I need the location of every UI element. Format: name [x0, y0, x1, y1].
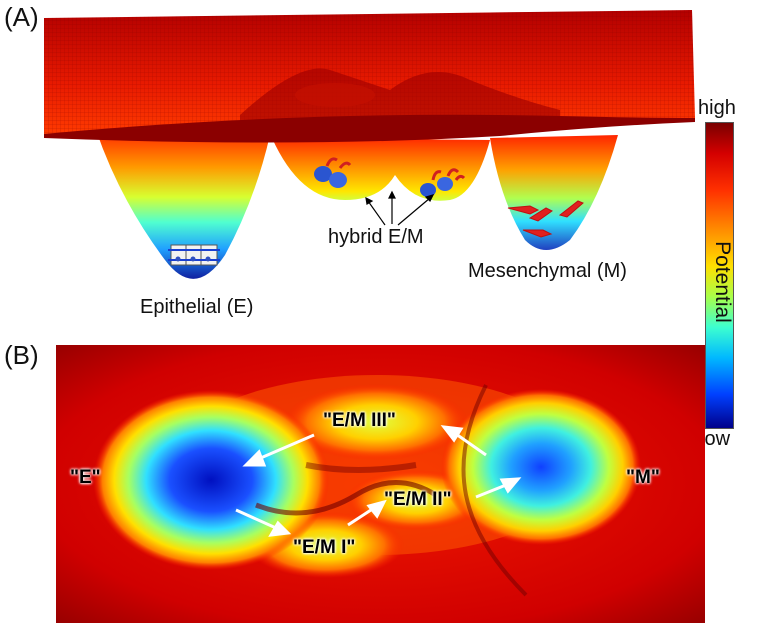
colorbar-low-label: low [700, 428, 731, 450]
potential-colorbar [705, 122, 734, 429]
panel-a-label: (A) [4, 2, 39, 32]
mesenchymal-label: Mesenchymal (M) [468, 260, 627, 282]
epithelial-label: Epithelial (E) [140, 296, 254, 318]
hybrid-label: hybrid E/M [328, 226, 424, 248]
mesenchymal-cells-icon [507, 200, 584, 238]
state-em2-label: "E/M II" [384, 489, 452, 510]
colorbar-high-label: high [698, 97, 736, 119]
hybrid-cells-icon-right [420, 168, 466, 197]
landscape-3d-plot [44, 10, 695, 279]
colorbar-title: Potential [711, 241, 734, 323]
hybrid-cells-icon-left [314, 157, 352, 188]
panel-b-label: (B) [4, 340, 39, 370]
state-m-label: "M" [626, 467, 660, 488]
state-em3-label: "E/M III" [323, 410, 396, 431]
hybrid-arrows [365, 190, 435, 226]
transition-arrows [235, 425, 522, 537]
state-e-label: "E" [70, 467, 101, 488]
epithelial-cells-icon [168, 244, 220, 266]
potential-heatmap [56, 345, 705, 623]
state-em1-label: "E/M I" [293, 537, 356, 558]
